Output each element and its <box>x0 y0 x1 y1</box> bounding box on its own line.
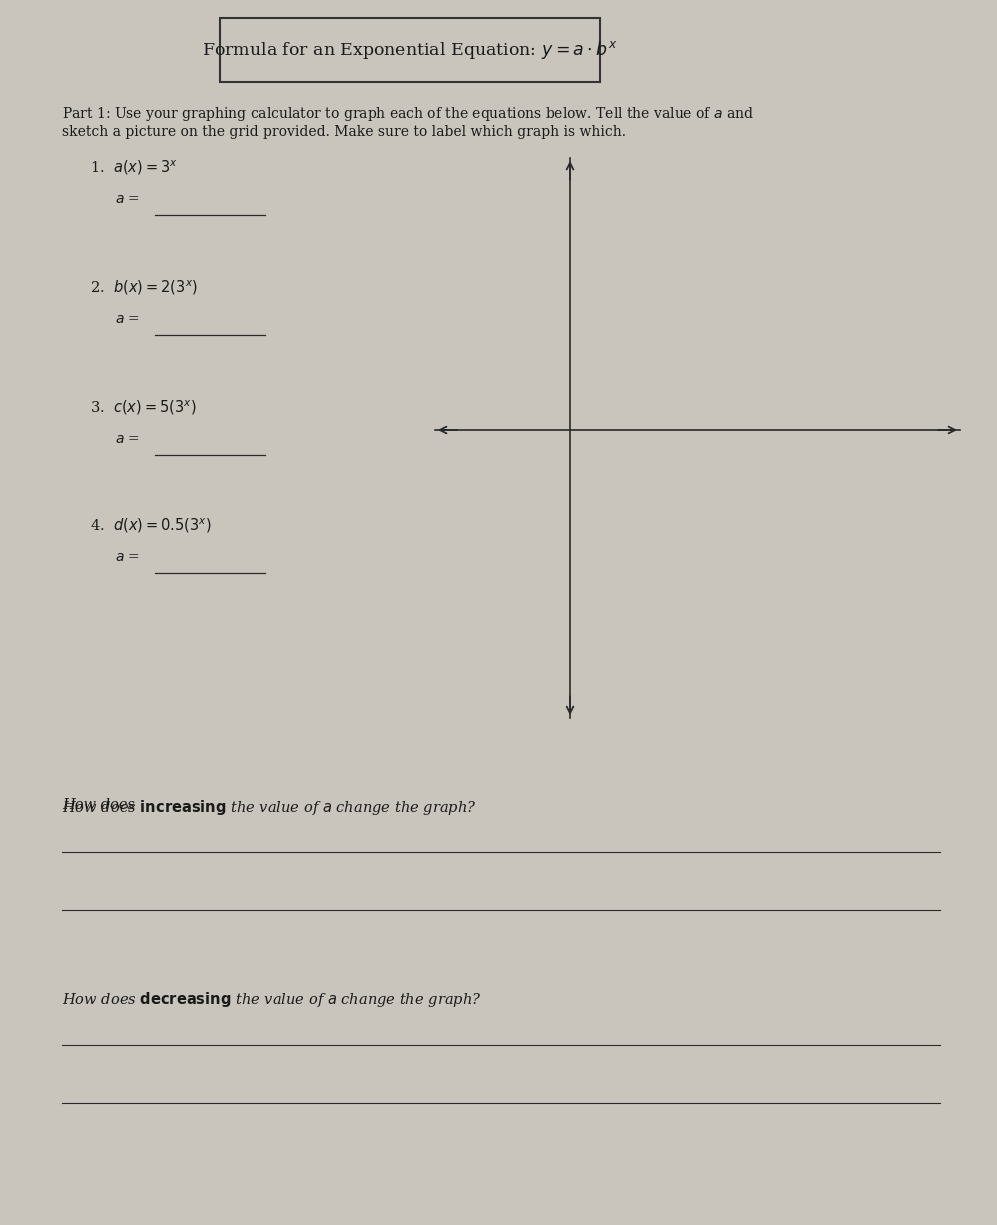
Text: 4.  $d(x) = 0.5(3^x)$: 4. $d(x) = 0.5(3^x)$ <box>90 516 212 534</box>
Text: How does: How does <box>62 797 140 812</box>
Text: How does $\mathbf{increasing}$ the value of $a$ change the graph?: How does $\mathbf{increasing}$ the value… <box>62 797 477 817</box>
Text: $a$ =: $a$ = <box>115 550 140 564</box>
Text: Part 1: Use your graphing calculator to graph each of the equations below. Tell : Part 1: Use your graphing calculator to … <box>62 105 754 140</box>
Text: 1.  $a(x) = 3^x$: 1. $a(x) = 3^x$ <box>90 158 177 176</box>
Text: $a$ =: $a$ = <box>115 192 140 206</box>
Text: $a$ =: $a$ = <box>115 312 140 326</box>
Text: Formula for an Exponential Equation: $y = a \cdot b^x$: Formula for an Exponential Equation: $y … <box>202 39 618 61</box>
FancyBboxPatch shape <box>220 18 600 82</box>
Text: How does $\mathbf{decreasing}$ the value of $a$ change the graph?: How does $\mathbf{decreasing}$ the value… <box>62 990 482 1009</box>
Text: 2.  $b(x) = 2(3^x)$: 2. $b(x) = 2(3^x)$ <box>90 278 198 296</box>
Text: $a$ =: $a$ = <box>115 432 140 446</box>
Text: 3.  $c(x) = 5(3^x)$: 3. $c(x) = 5(3^x)$ <box>90 398 196 416</box>
